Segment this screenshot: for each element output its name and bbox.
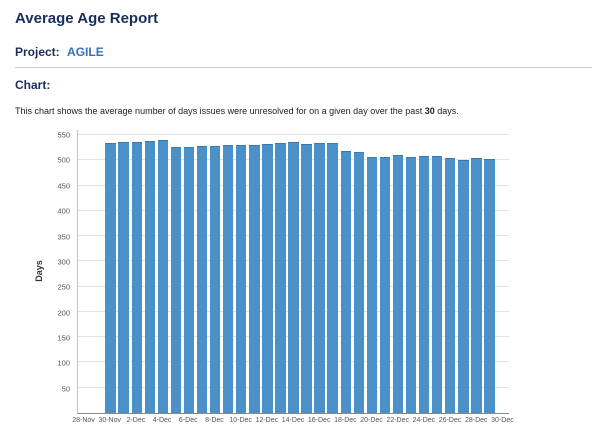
bar-3-Dec	[144, 141, 156, 413]
page-title: Average Age Report	[15, 10, 159, 27]
x-tick-label: 22-Dec	[386, 417, 410, 424]
description-suffix: days.	[434, 106, 459, 116]
bar-11-Dec	[249, 144, 260, 413]
bar-29-Dec	[484, 158, 495, 413]
y-axis-label: Days	[34, 260, 44, 282]
bar-30-Nov	[105, 142, 116, 413]
chart-section-label: Chart:	[15, 78, 51, 92]
bar-2-Dec	[131, 141, 142, 413]
description-days-count: 30	[424, 106, 435, 116]
x-tick-label: 2-Dec	[126, 417, 146, 424]
chart-description: This chart shows the average number of d…	[15, 106, 592, 116]
bar-12-Dec	[262, 144, 273, 413]
x-tick-label: 8-Dec	[205, 417, 224, 424]
y-tick-label: 150	[57, 333, 70, 343]
divider	[15, 67, 592, 68]
y-axis-ticks: 50 100 150 200 250 300 350 400 450 500 550	[45, 130, 73, 414]
plot-area	[77, 130, 509, 414]
bar-23-Dec	[405, 156, 417, 413]
bar-27-Dec	[458, 160, 469, 413]
x-tick-label: 18-Dec	[334, 417, 357, 424]
bar-17-Dec	[327, 142, 338, 413]
bar-chart: Days 50 100 150 200 250 300 350 400 450 500 550 28…	[27, 126, 587, 432]
bar-1-Dec	[118, 142, 129, 413]
bar-4-Dec	[157, 140, 169, 413]
y-tick-label: 200	[57, 308, 70, 318]
bar-28-Dec	[471, 158, 482, 413]
project-row: Project: AGILE	[15, 45, 592, 59]
description-prefix: This chart shows the average number of d…	[15, 106, 425, 116]
bar-21-Dec	[379, 157, 391, 413]
bar-20-Dec	[366, 156, 378, 413]
y-tick-label: 500	[57, 155, 70, 165]
x-tick-label: 20-Dec	[360, 417, 383, 424]
bar-10-Dec	[236, 145, 247, 413]
x-tick-label: 28-Dec	[464, 417, 488, 424]
y-tick-label: 450	[57, 181, 70, 191]
bar-22-Dec	[392, 155, 404, 413]
y-tick-label: 250	[57, 282, 70, 292]
bar-5-Dec	[170, 146, 182, 413]
bar-14-Dec	[288, 142, 299, 413]
x-tick-label: 26-Dec	[438, 417, 462, 424]
y-tick-label: 400	[57, 206, 70, 216]
x-tick-label: 30-Nov	[98, 417, 122, 424]
x-tick-label: 12-Dec	[255, 417, 279, 424]
bar-25-Dec	[431, 155, 443, 413]
y-tick-label: 350	[57, 232, 70, 241]
bar-13-Dec	[275, 143, 286, 413]
bar-16-Dec	[314, 143, 325, 413]
bar-26-Dec	[445, 158, 456, 413]
x-tick-label: 24-Dec	[412, 417, 436, 424]
bar-15-Dec	[301, 144, 312, 413]
bar-7-Dec	[196, 146, 208, 413]
y-tick-label: 550	[57, 130, 70, 140]
y-tick-label: 50	[61, 384, 70, 394]
bar-18-Dec	[340, 151, 351, 413]
x-tick-label: 14-Dec	[281, 417, 305, 424]
x-tick-label: 10-Dec	[229, 417, 252, 424]
bar-6-Dec	[183, 147, 195, 413]
gridline	[78, 134, 509, 136]
x-tick-label: 16-Dec	[307, 417, 331, 424]
bar-19-Dec	[353, 152, 365, 413]
x-tick-label: 4-Dec	[152, 417, 172, 424]
project-label: Project:	[15, 45, 60, 59]
bar-8-Dec	[209, 145, 221, 413]
x-tick-label: 28-Nov	[72, 417, 95, 424]
x-axis-ticks: 28-Nov 30-Nov 2-Dec 4-Dec 6-Dec 8-Dec 10-Dec 12…	[72, 417, 514, 429]
y-tick-label: 300	[57, 257, 70, 267]
bar-9-Dec	[222, 145, 234, 413]
bar-24-Dec	[418, 156, 430, 413]
project-link[interactable]: AGILE	[67, 45, 104, 59]
x-tick-label: 6-Dec	[178, 417, 198, 424]
x-tick-label: 30-Dec	[491, 417, 514, 424]
y-tick-label: 100	[57, 358, 70, 368]
